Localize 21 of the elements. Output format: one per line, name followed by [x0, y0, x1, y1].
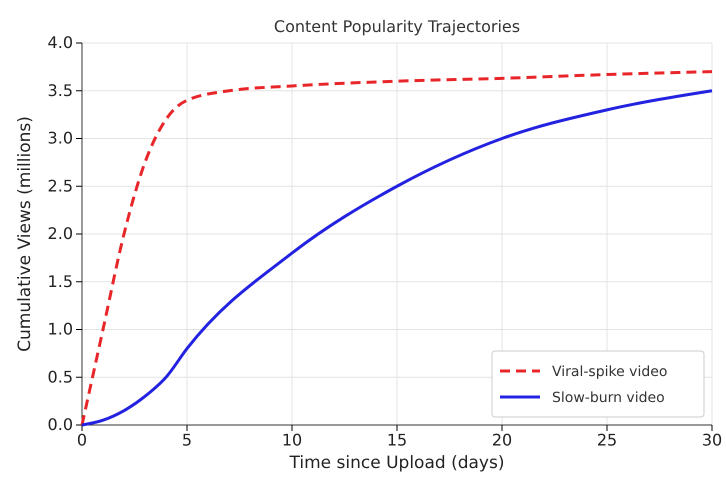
x-tick-label: 20 — [492, 430, 512, 450]
x-tick-label: 5 — [182, 430, 192, 450]
y-tick-label: 3.5 — [48, 80, 73, 100]
y-tick-label: 0.5 — [48, 367, 73, 386]
y-tick-label: 2.0 — [48, 224, 73, 244]
legend-label: Viral-spike video — [552, 364, 668, 380]
x-tick-label: 30 — [702, 430, 722, 450]
x-tick-label: 10 — [282, 430, 302, 450]
x-tick-label: 15 — [386, 430, 408, 450]
legend-label: Slow-burn video — [552, 390, 665, 406]
x-axis-title: Time since Upload (days) — [288, 453, 504, 473]
y-tick-label: 2.5 — [48, 176, 73, 196]
y-axis-title: Cumulative Views (millions) — [15, 116, 35, 352]
y-tick-label: 0.0 — [48, 415, 73, 434]
x-tick-label: 25 — [596, 430, 618, 450]
x-tick-label: 0 — [76, 430, 88, 450]
y-tick-label: 4.0 — [48, 33, 73, 52]
chart-title: Content Popularity Trajectories — [274, 17, 520, 36]
y-tick-label: 1.5 — [48, 272, 73, 291]
y-tick-label: 1.0 — [48, 320, 73, 339]
y-tick-label: 3.0 — [48, 128, 73, 148]
